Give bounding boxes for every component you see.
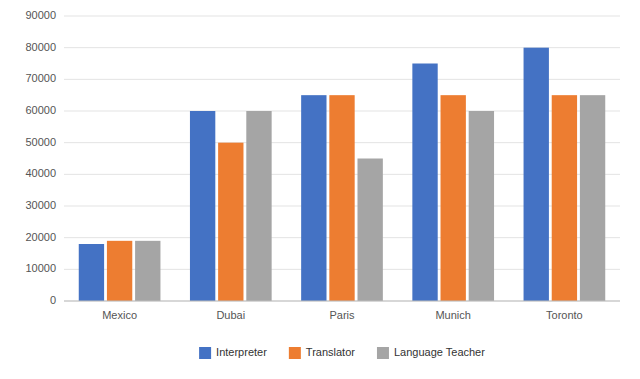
bar [469,111,494,301]
x-tick-label: Munich [435,309,470,321]
series [107,95,577,301]
bar [357,159,382,302]
bar [524,48,549,301]
bar [107,241,132,301]
x-tick-label: Toronto [546,309,583,321]
bar [412,64,437,302]
bars [79,48,605,301]
bar [79,244,104,301]
bar [580,95,605,301]
bar [552,95,577,301]
y-tick-label: 60000 [25,104,56,116]
legend-item: Language Teacher [377,346,485,359]
x-tick-label: Dubai [216,309,245,321]
x-axis: Mexico Dubai Paris Munich Toronto [64,301,620,321]
chart: 0 10000 20000 30000 40000 50000 60000 70000 8000… [0,0,640,379]
grid [64,16,620,301]
legend-swatch [377,347,389,359]
bar [329,95,354,301]
grid-line [64,301,620,302]
grid-line [64,16,620,17]
legend-item: Interpreter [199,346,267,359]
series [79,48,549,301]
bar [135,241,160,301]
legend-label: Interpreter [216,346,267,358]
y-tick-label: 30000 [25,199,56,211]
bar [301,95,326,301]
bar [441,95,466,301]
x-tick-label: Paris [329,309,355,321]
y-tick-label: 10000 [25,262,56,274]
legend-label: Language Teacher [394,346,485,358]
legend-item: Translator [289,346,355,359]
y-tick-label: 90000 [25,9,56,21]
axis-line [64,301,620,302]
legend: Interpreter Translator Language Teacher [199,346,485,359]
y-tick-label: 20000 [25,231,56,243]
series [135,95,605,301]
bar [246,111,271,301]
y-axis: 0 10000 20000 30000 40000 50000 60000 70000 8000… [25,9,56,306]
legend-swatch [289,347,301,359]
y-tick-label: 80000 [25,41,56,53]
y-tick-label: 70000 [25,72,56,84]
y-tick-label: 50000 [25,136,56,148]
y-tick-label: 0 [50,294,56,306]
bar [190,111,215,301]
legend-label: Translator [306,346,355,358]
legend-swatch [199,347,211,359]
bar [218,143,243,301]
y-tick-label: 40000 [25,167,56,179]
x-tick-label: Mexico [102,309,137,321]
